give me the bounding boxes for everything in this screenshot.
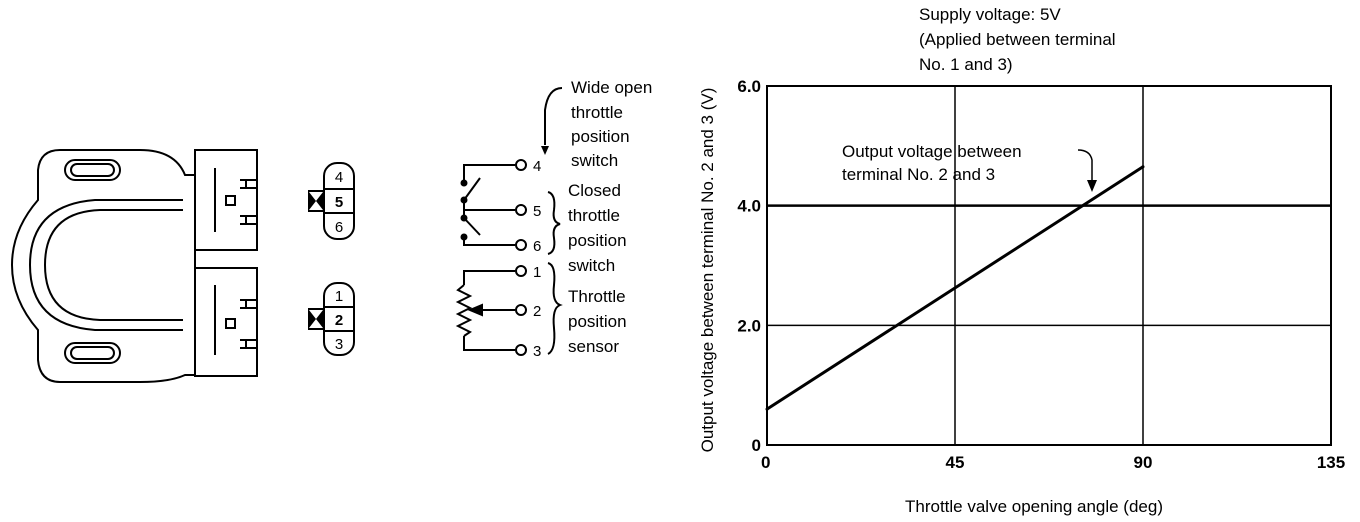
chart-grid (767, 86, 1331, 445)
svg-text:position: position (568, 231, 627, 250)
pin-label: 2 (335, 312, 343, 329)
supply-voltage-note: Supply voltage: 5V (Applied between term… (919, 5, 1116, 74)
output-voltage-chart: 0 2.0 4.0 6.0 0 45 90 135 (737, 77, 1345, 472)
y-tick-label: 6.0 (737, 77, 761, 96)
svg-text:switch: switch (571, 151, 618, 170)
pin-label: 6 (335, 219, 343, 236)
terminal-label: 2 (533, 303, 541, 320)
data-point (765, 407, 769, 411)
y-tick-label: 0 (752, 436, 761, 455)
svg-text:position: position (571, 127, 630, 146)
x-axis-label: Throttle valve opening angle (deg) (905, 497, 1163, 516)
sensor-label: Throttle position sensor (568, 287, 627, 356)
svg-text:Output voltage between: Output voltage between (842, 142, 1022, 161)
closed-switch-label: Closed throttle position switch (568, 181, 627, 275)
svg-text:(Applied between terminal: (Applied between terminal (919, 30, 1116, 49)
svg-text:Throttle: Throttle (568, 287, 626, 306)
pin-label: 3 (335, 336, 343, 353)
chart-frame (766, 85, 1332, 446)
terminal-label: 4 (533, 158, 541, 175)
y-tick-label: 2.0 (737, 316, 761, 335)
y-tick-label: 4.0 (737, 197, 761, 216)
x-tick-label: 0 (761, 453, 770, 472)
chart-series (765, 165, 1145, 411)
chart-ticks: 0 2.0 4.0 6.0 0 45 90 135 (737, 77, 1345, 472)
circuit-schematic (455, 87, 563, 356)
data-point (1141, 165, 1145, 169)
circuit-terminal-numbers: 4 5 6 1 2 3 (533, 158, 541, 360)
svg-text:terminal No. 2 and 3: terminal No. 2 and 3 (842, 165, 995, 184)
output-voltage-line (766, 165, 1144, 411)
series-annotation: Output voltage between terminal No. 2 an… (842, 142, 1097, 192)
wide-open-switch-label: Wide open throttle position switch (571, 78, 652, 170)
svg-text:throttle: throttle (568, 206, 620, 225)
svg-text:position: position (568, 312, 627, 331)
arrow-head-icon (1087, 180, 1097, 192)
svg-text:switch: switch (568, 256, 615, 275)
x-tick-label: 135 (1317, 453, 1345, 472)
upper-connector-pinout: 4 5 6 (308, 162, 355, 240)
x-tick-label: 45 (946, 453, 965, 472)
svg-text:sensor: sensor (568, 337, 619, 356)
pin-label: 5 (335, 194, 343, 211)
svg-text:Wide open: Wide open (571, 78, 652, 97)
sensor-body-drawing (10, 149, 258, 383)
y-axis-label: Output voltage between terminal No. 2 an… (698, 88, 717, 453)
pin-label: 1 (335, 288, 343, 305)
svg-text:Closed: Closed (568, 181, 621, 200)
svg-text:throttle: throttle (571, 103, 623, 122)
arrow-head-icon (541, 146, 549, 155)
pin-label: 4 (335, 169, 343, 186)
svg-text:No. 1 and 3): No. 1 and 3) (919, 55, 1013, 74)
terminal-label: 6 (533, 238, 541, 255)
lower-connector-pinout: 1 2 3 (308, 282, 355, 356)
x-tick-label: 90 (1134, 453, 1153, 472)
terminal-label: 5 (533, 203, 541, 220)
terminal-label: 1 (533, 264, 541, 281)
svg-text:Supply voltage: 5V: Supply voltage: 5V (919, 5, 1061, 24)
terminal-label: 3 (533, 343, 541, 360)
